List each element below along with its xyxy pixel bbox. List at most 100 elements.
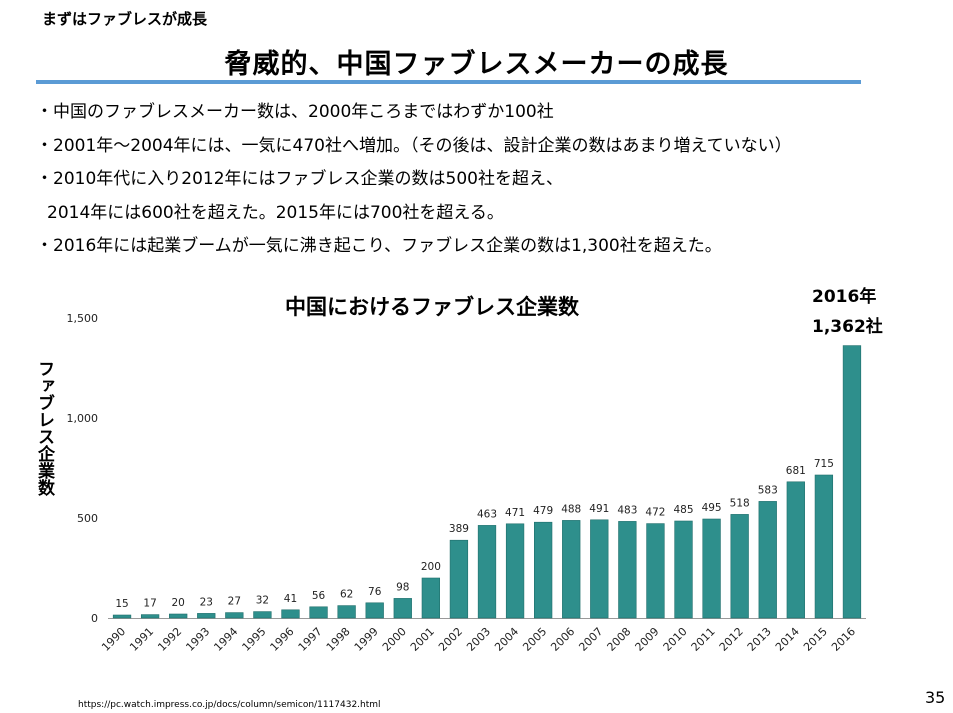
data-label: 583 <box>758 484 778 496</box>
y-tick-label: 500 <box>77 512 98 525</box>
data-label: 483 <box>617 504 637 516</box>
x-tick-label: 2012 <box>717 625 746 654</box>
chart-title: 中国におけるファブレス企業数 <box>285 295 579 319</box>
data-label: 56 <box>312 590 326 602</box>
data-label: 62 <box>340 589 353 601</box>
data-label: 98 <box>396 581 409 593</box>
data-label: 41 <box>284 593 297 605</box>
data-label: 488 <box>561 503 581 515</box>
bar-1993 <box>197 613 216 619</box>
bar-2015 <box>814 474 834 619</box>
bullet-item: ・2010年代に入り2012年にはファブレス企業の数は500社を超え、 <box>36 169 563 189</box>
x-tick-label: 1999 <box>352 625 381 654</box>
bar-2004 <box>505 523 525 619</box>
data-label: 23 <box>200 596 213 608</box>
x-tick-label: 2016 <box>829 625 858 654</box>
x-tick-label: 1998 <box>324 625 353 654</box>
x-tick-label: 2000 <box>380 625 409 654</box>
x-tick-label: 1993 <box>183 625 212 654</box>
data-label: 76 <box>368 586 382 598</box>
x-tick-label: 2008 <box>605 625 634 654</box>
bar-2008 <box>618 521 637 619</box>
data-label: 200 <box>421 561 441 573</box>
title-underline <box>36 80 861 84</box>
data-label: 15 <box>115 598 128 610</box>
source-url: https://pc.watch.impress.co.jp/docs/colu… <box>78 700 381 710</box>
data-label: 389 <box>449 523 469 535</box>
bullet-item: ・2001年～2004年には、一気に470社へ増加。（その後は、設計企業の数はあ… <box>36 135 792 156</box>
callout-2016: 2016年 1,362社 <box>812 282 883 342</box>
bullet-item: ・2016年には起業ブームが一気に沸き起こり、ファブレス企業の数は1,300社を… <box>36 236 722 256</box>
bullet-item-continuation: 2014年には600社を超えた。2015年には700社を超える。 <box>47 202 504 223</box>
data-label: 518 <box>730 497 750 509</box>
bar-2009 <box>646 523 665 619</box>
y-tick-label: 1,500 <box>67 312 99 325</box>
x-tick-label: 2004 <box>492 625 521 654</box>
data-label: 20 <box>171 597 184 609</box>
bar-1995 <box>253 611 272 619</box>
bar-2012 <box>730 514 749 619</box>
bar-2006 <box>562 520 581 619</box>
bar-2000 <box>393 598 412 619</box>
bar-1998 <box>337 605 356 619</box>
x-tick-label: 2014 <box>773 625 802 654</box>
x-tick-label: 2015 <box>801 625 830 654</box>
bullet-list: ・中国のファブレスメーカー数は、2000年ころまではわずか100社 ・2001年… <box>36 96 936 264</box>
bullet-item: ・中国のファブレスメーカー数は、2000年ころまではわずか100社 <box>36 102 554 122</box>
page-title: 脅威的、中国ファブレスメーカーの成長 <box>224 49 729 80</box>
y-tick-label: 0 <box>91 612 98 625</box>
x-tick-label: 2005 <box>520 625 549 654</box>
x-tick-label: 2011 <box>689 625 718 654</box>
x-tick-label: 1995 <box>240 625 269 654</box>
y-axis-label: ファブレス企業数 <box>34 360 54 496</box>
bar-1999 <box>365 602 384 619</box>
data-label: 471 <box>505 507 525 519</box>
x-tick-label: 2003 <box>464 625 493 654</box>
bar-2001 <box>421 577 440 619</box>
bar-1990 <box>112 614 132 619</box>
data-label: 463 <box>477 508 497 520</box>
data-label: 715 <box>814 458 834 470</box>
bar-2003 <box>477 525 497 619</box>
x-tick-label: 2013 <box>745 625 774 654</box>
bar-2013 <box>758 501 777 619</box>
bar-2007 <box>590 519 609 619</box>
data-label: 681 <box>786 465 806 477</box>
data-label: 495 <box>702 502 722 514</box>
x-tick-label: 2002 <box>436 625 465 654</box>
y-tick-label: 1,000 <box>67 412 99 425</box>
page-number: 35 <box>925 688 946 707</box>
x-tick-label: 1990 <box>99 625 128 654</box>
bar-1992 <box>169 613 188 619</box>
x-tick-label: 2007 <box>576 625 605 654</box>
data-label: 479 <box>533 505 553 517</box>
x-tick-label: 2010 <box>661 625 690 654</box>
callout-year: 2016年 <box>812 287 877 307</box>
x-tick-label: 1994 <box>211 625 240 654</box>
bar-1994 <box>225 612 244 619</box>
x-tick-label: 1997 <box>296 625 325 654</box>
bar-2011 <box>702 518 721 619</box>
bar-2002 <box>449 539 469 619</box>
x-tick-label: 2001 <box>408 625 437 654</box>
data-label: 17 <box>143 598 156 610</box>
bar-2005 <box>534 521 553 619</box>
x-tick-label: 2006 <box>548 625 577 654</box>
bar-1997 <box>309 606 328 619</box>
bar-2016 <box>842 345 862 619</box>
bar-2014 <box>786 481 805 619</box>
data-label: 491 <box>589 503 609 515</box>
section-label: まずはファブレスが成長 <box>42 10 208 28</box>
bar-1996 <box>281 609 300 619</box>
data-label: 485 <box>673 504 693 516</box>
data-label: 27 <box>228 596 241 608</box>
x-tick-label: 1992 <box>155 625 184 654</box>
callout-count: 1,362社 <box>812 317 883 337</box>
x-tick-label: 1991 <box>127 625 156 654</box>
x-tick-label: 2009 <box>633 625 662 654</box>
bar-1991 <box>140 614 160 619</box>
data-label: 32 <box>256 595 269 607</box>
x-tick-label: 1996 <box>268 625 297 654</box>
data-label: 472 <box>645 507 665 519</box>
